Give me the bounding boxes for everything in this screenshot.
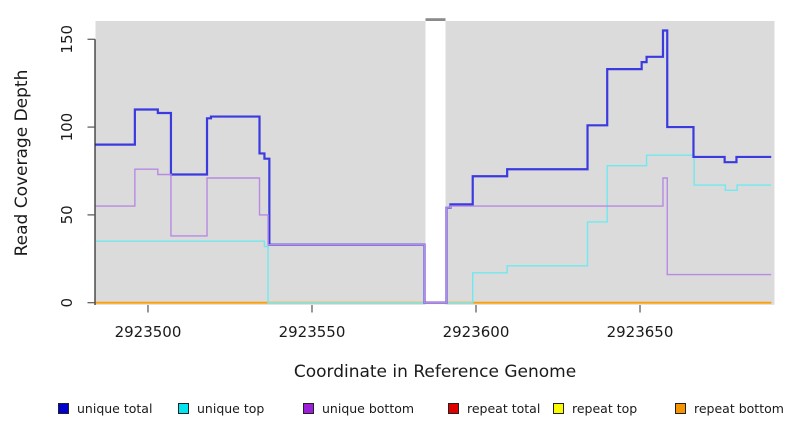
- legend-label: unique total: [77, 400, 153, 416]
- x-axis-title: Coordinate in Reference Genome: [293, 362, 577, 382]
- y-axis-title: Read Coverage Depth: [12, 69, 32, 257]
- legend-label: unique top: [197, 400, 265, 416]
- legend-swatch-icon: [58, 402, 69, 414]
- legend-item-repeat-top: repeat top: [553, 400, 637, 416]
- series-line-unique-top: [95, 154, 772, 304]
- legend-label: unique bottom: [322, 400, 415, 416]
- legend-item-repeat-total: repeat total: [448, 400, 540, 416]
- legend-swatch-icon: [553, 402, 564, 414]
- y-tick-label: 100: [58, 113, 76, 142]
- legend-label: repeat bottom: [694, 400, 784, 416]
- coverage-gap-cap: [425, 18, 446, 21]
- y-tick-label: 50: [58, 205, 76, 224]
- legend-label: repeat total: [467, 400, 541, 416]
- x-tick-label: 2923600: [443, 323, 510, 341]
- legend-swatch-icon: [178, 402, 189, 414]
- legend-swatch-icon: [675, 402, 686, 414]
- series-line-unique-bottom: [95, 168, 772, 304]
- x-tick-label: 2923650: [607, 323, 674, 341]
- legend-item-unique-bottom: unique bottom: [303, 400, 414, 416]
- y-tick-label: 150: [58, 25, 76, 54]
- legend-swatch-icon: [303, 402, 314, 414]
- y-tick-label: 0: [58, 298, 76, 308]
- x-tick-label: 2923500: [115, 323, 182, 341]
- legend-label: repeat top: [572, 400, 638, 416]
- legend-item-unique-total: unique total: [58, 400, 152, 416]
- legend-item-repeat-bottom: repeat bottom: [675, 400, 784, 416]
- series-line-unique-total: [95, 29, 772, 304]
- legend-swatch-icon: [448, 402, 459, 414]
- legend-item-unique-top: unique top: [178, 400, 264, 416]
- x-tick-label: 2923550: [279, 323, 346, 341]
- coverage-gap-mask: [425, 21, 446, 305]
